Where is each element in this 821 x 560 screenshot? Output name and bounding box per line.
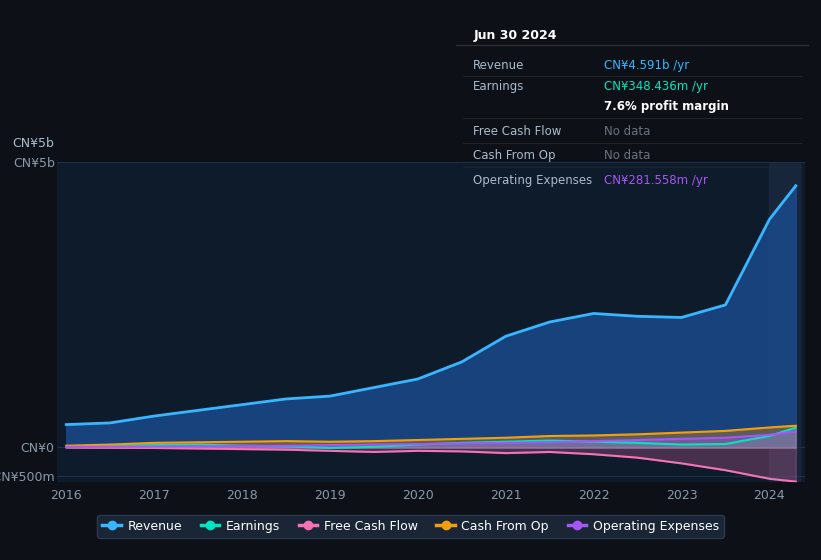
- Text: No data: No data: [604, 125, 650, 138]
- Text: No data: No data: [604, 149, 650, 162]
- Text: CN¥4.591b /yr: CN¥4.591b /yr: [604, 59, 689, 72]
- Bar: [769, 162, 800, 482]
- Legend: Revenue, Earnings, Free Cash Flow, Cash From Op, Operating Expenses: Revenue, Earnings, Free Cash Flow, Cash …: [97, 515, 724, 538]
- Text: CN¥5b: CN¥5b: [12, 137, 54, 150]
- Text: Free Cash Flow: Free Cash Flow: [474, 125, 562, 138]
- Text: Operating Expenses: Operating Expenses: [474, 175, 593, 188]
- Text: CN¥348.436m /yr: CN¥348.436m /yr: [604, 81, 708, 94]
- Text: CN¥281.558m /yr: CN¥281.558m /yr: [604, 175, 708, 188]
- Text: 7.6% profit margin: 7.6% profit margin: [604, 100, 729, 113]
- Text: Revenue: Revenue: [474, 59, 525, 72]
- Text: Jun 30 2024: Jun 30 2024: [474, 30, 557, 43]
- Text: Earnings: Earnings: [474, 81, 525, 94]
- Text: Cash From Op: Cash From Op: [474, 149, 556, 162]
